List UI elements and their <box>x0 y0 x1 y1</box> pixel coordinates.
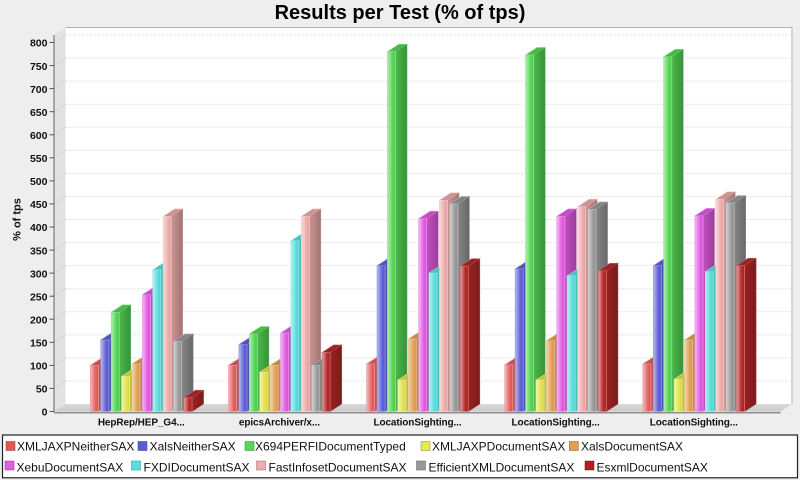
svg-text:100: 100 <box>30 361 48 373</box>
svg-text:FXDIDocumentSAX: FXDIDocumentSAX <box>144 460 250 474</box>
svg-text:700: 700 <box>30 84 48 96</box>
svg-text:750: 750 <box>30 61 48 73</box>
svg-text:% of tps: % of tps <box>11 198 23 241</box>
svg-text:0: 0 <box>42 407 48 419</box>
svg-text:LocationSighting...: LocationSighting... <box>512 418 600 429</box>
svg-text:300: 300 <box>30 268 48 280</box>
svg-text:XalsNeitherSAX: XalsNeitherSAX <box>150 440 236 454</box>
svg-text:EsxmlDocumentSAX: EsxmlDocumentSAX <box>597 460 708 474</box>
svg-text:XebuDocumentSAX: XebuDocumentSAX <box>17 460 124 474</box>
svg-text:HepRep/HEP_G4...: HepRep/HEP_G4... <box>98 418 185 429</box>
svg-text:XalsDocumentSAX: XalsDocumentSAX <box>581 440 683 454</box>
svg-text:XMLJAXPDocumentSAX: XMLJAXPDocumentSAX <box>432 440 565 454</box>
svg-text:600: 600 <box>30 130 48 142</box>
svg-text:500: 500 <box>30 176 48 188</box>
svg-text:LocationSighting...: LocationSighting... <box>373 418 461 429</box>
svg-text:50: 50 <box>36 384 48 396</box>
svg-text:350: 350 <box>30 245 48 257</box>
svg-text:X694PERFIDocumentTyped: X694PERFIDocumentTyped <box>255 440 406 454</box>
svg-text:LocationSighting...: LocationSighting... <box>650 418 738 429</box>
svg-text:800: 800 <box>30 38 48 50</box>
svg-text:XMLJAXPNeitherSAX: XMLJAXPNeitherSAX <box>17 440 134 454</box>
svg-text:150: 150 <box>30 338 48 350</box>
svg-text:FastInfosetDocumentSAX: FastInfosetDocumentSAX <box>269 460 407 474</box>
svg-text:epicsArchiver/x...: epicsArchiver/x... <box>239 418 320 429</box>
svg-text:650: 650 <box>30 107 48 119</box>
svg-text:Results per Test (% of tps): Results per Test (% of tps) <box>275 2 526 24</box>
svg-text:400: 400 <box>30 222 48 234</box>
svg-text:550: 550 <box>30 153 48 165</box>
svg-text:450: 450 <box>30 199 48 211</box>
svg-text:250: 250 <box>30 291 48 303</box>
svg-text:200: 200 <box>30 314 48 326</box>
svg-text:EfficientXMLDocumentSAX: EfficientXMLDocumentSAX <box>429 460 575 474</box>
